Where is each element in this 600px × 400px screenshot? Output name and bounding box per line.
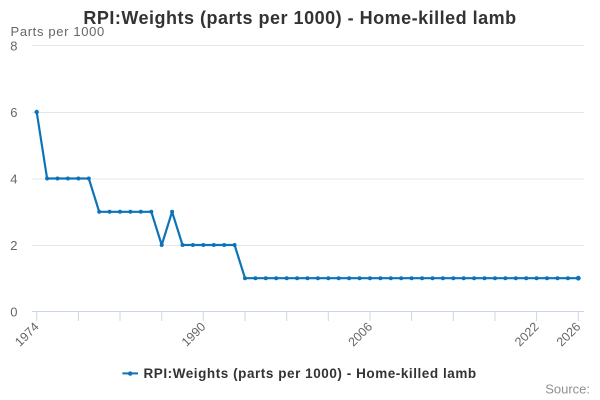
svg-text:4: 4 — [10, 172, 17, 187]
svg-text:RPI:Weights (parts per 1000) -: RPI:Weights (parts per 1000) - Home-kill… — [83, 8, 516, 28]
svg-text:8: 8 — [10, 39, 17, 54]
svg-text:Parts per 1000: Parts per 1000 — [11, 24, 105, 39]
svg-text:Source:: Source: — [545, 382, 590, 397]
svg-text:2: 2 — [10, 238, 17, 253]
svg-text:RPI:Weights (parts per 1000) -: RPI:Weights (parts per 1000) - Home-kill… — [144, 366, 477, 381]
svg-text:0: 0 — [10, 305, 17, 320]
svg-text:6: 6 — [10, 105, 17, 120]
